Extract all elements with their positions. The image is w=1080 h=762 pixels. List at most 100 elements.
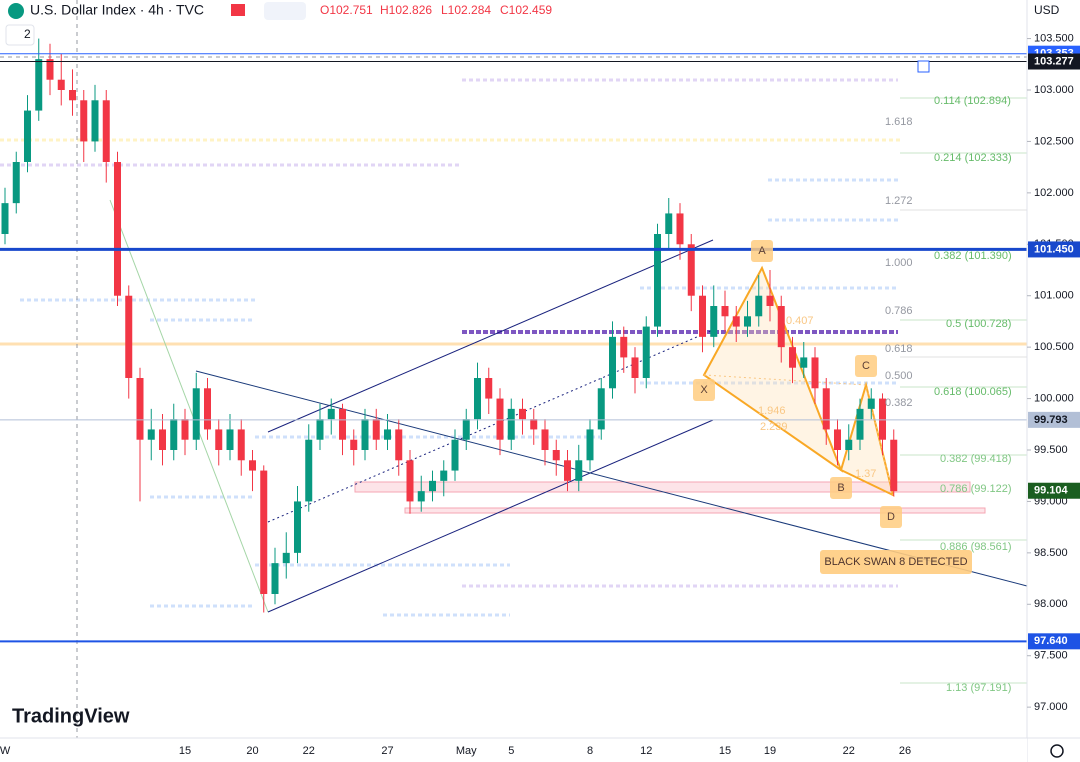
candle-body [507,408,515,440]
candle-body [46,59,54,80]
candle-body [57,79,65,90]
candle-body [271,563,279,594]
candle-body [766,295,774,306]
alert-box [820,550,972,574]
candle-body [125,295,133,378]
settings-icon[interactable] [1050,744,1064,758]
candle-body [575,460,583,481]
candle-body [361,419,369,450]
candle-body [755,295,763,317]
candle-body [474,378,481,420]
candle-body [721,306,729,317]
axes: 97.00097.50098.00098.50099.00099.500100.… [0,32,1080,757]
candle-body [24,110,31,162]
candle-body [620,336,628,358]
candle-body [305,439,313,502]
candle-body [215,429,223,450]
pattern-point: A [758,245,766,257]
annotation: 0.5 (100.728) [946,318,1011,330]
ohlc-close: C102.459 [500,3,552,17]
candle-body [856,408,864,440]
alert: BLACK SWAN 8 DETECTED [824,556,967,568]
annotation: 0.382 (101.390) [934,250,1012,262]
candle-body [181,419,189,440]
candle-body [372,419,380,440]
title: U.S. Dollar Index · 4h · TVC [30,2,204,18]
pattern-point-box [880,506,902,528]
pattern-point-box [855,355,877,377]
price-label: 103.277 [1034,55,1074,67]
candle-body [35,59,43,111]
pattern-point-box [693,379,715,401]
pattern-point: X [700,384,708,396]
decorations [0,0,1028,738]
handle[interactable] [917,60,930,73]
candle-body [406,460,414,502]
candle-body [609,336,616,389]
candle-body [687,244,695,296]
candle-body [552,450,560,461]
price-label-bg [1028,411,1080,428]
candle-body [114,162,121,296]
annotation: 1.000 [885,257,913,269]
y-tick-label: 102.500 [1034,135,1074,147]
candle-body [316,419,324,440]
candle-body [192,388,200,440]
pattern [839,381,895,497]
currency[interactable]: USD [1034,3,1060,17]
candle-body [294,501,301,553]
y-tick-label: 100.000 [1034,392,1074,404]
candle-body [777,306,785,348]
channel-line [267,239,714,433]
annotation: 1.946 [758,405,786,417]
candle-body [811,357,819,389]
badge-box[interactable] [5,24,35,46]
candle-body [879,398,886,440]
annotation: 0.407 [786,315,814,327]
candle-body [136,378,144,440]
candle-body [339,408,346,440]
annotation: 0.786 [885,305,913,317]
candle-body [226,429,234,450]
candle-body [384,429,391,440]
candle-body [417,491,425,502]
pattern-point-box [830,477,852,499]
pattern-point-box [751,240,773,262]
trend-line [109,199,269,613]
candles [1,38,898,613]
overlay: 0.114 (102.894) 1.618 0.214 (102.333) 1.272… [0,53,1027,694]
price-label: 99.793 [1034,414,1068,426]
candle-body [496,398,504,440]
ohlc-open: O102.751 [320,3,373,17]
y-tick-label: 99.500 [1034,444,1068,456]
candle-body [800,357,808,368]
candle-body [395,429,403,461]
candle-body [429,480,436,492]
candle-body [890,439,898,492]
candle-body [170,419,178,450]
logo: TradingView [12,705,130,727]
candle-body [159,429,166,450]
y-tick-label: 98.500 [1034,547,1068,559]
toggle[interactable] [264,2,306,20]
candle-body [822,388,830,430]
candle-body [147,429,155,440]
candle-body [541,429,549,450]
x-tick-label: 15 [179,745,191,757]
candle-body [699,295,706,337]
candle-body [282,552,290,564]
x-tick-label: 5 [508,745,514,757]
y-tick-label: 103.000 [1034,84,1074,96]
pattern-point: D [887,511,895,523]
flag-icon[interactable] [231,4,245,16]
annotation: 0.618 (100.065) [934,386,1012,398]
candle-body [519,408,526,420]
y-tick-label: 103.500 [1034,32,1074,44]
candle-body [462,419,470,440]
x-tick-label: 22 [303,745,315,757]
channel-line [267,419,714,613]
annotation: 0.382 (99.418) [940,453,1012,465]
annotation: 2.239 [760,421,788,433]
x-tick-label: W [0,745,11,757]
